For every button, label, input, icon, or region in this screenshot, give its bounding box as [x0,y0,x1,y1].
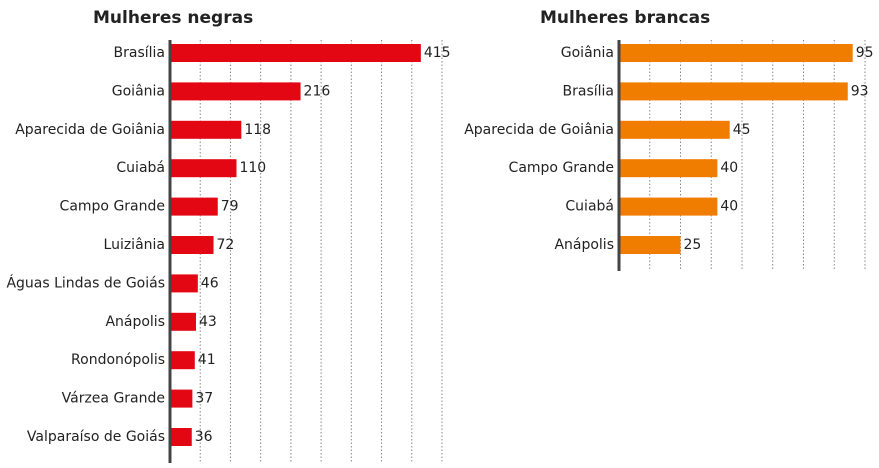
value-label: 216 [304,83,331,99]
bar [170,82,301,101]
bar [619,82,848,101]
category-label: Aparecida de Goiânia [15,122,165,138]
value-label: 37 [195,391,213,407]
category-label: Valparaíso de Goiás [27,429,165,445]
category-label: Luiziânia [104,237,165,253]
category-label: Águas Lindas de Goiás [6,274,165,291]
value-label: 72 [217,237,235,253]
value-label: 415 [424,45,451,61]
bar [170,120,242,139]
bar [170,159,237,178]
category-label: Goiânia [561,45,614,61]
bar [170,351,195,370]
bar [170,236,214,254]
category-label: Goiânia [112,83,165,99]
bar [170,312,196,331]
chart-title: Mulheres negras [93,8,253,28]
category-label: Cuiabá [565,199,614,215]
value-label: 25 [684,237,702,253]
bar [619,197,718,216]
chart-title: Mulheres brancas [540,8,710,28]
bar [170,428,192,446]
category-label: Cuiabá [116,160,165,176]
value-label: 36 [195,429,213,445]
category-label: Brasília [563,83,614,99]
bar [619,120,730,139]
category-label: Campo Grande [509,160,614,176]
value-label: 41 [198,352,216,368]
value-label: 46 [201,275,219,291]
bar [619,236,681,254]
bar [619,44,853,62]
bar [170,389,193,408]
value-label: 110 [239,160,266,176]
value-label: 118 [244,122,271,138]
bar [170,274,198,293]
value-label: 79 [221,199,239,215]
category-label: Campo Grande [60,199,165,215]
category-label: Aparecida de Goiânia [464,122,614,138]
category-label: Várzea Grande [62,391,165,407]
value-label: 93 [851,83,869,99]
value-label: 95 [856,45,874,61]
value-label: 40 [720,199,738,215]
category-label: Brasília [114,45,165,61]
bar [619,159,718,178]
value-label: 45 [733,122,751,138]
value-label: 40 [720,160,738,176]
value-label: 43 [199,314,217,330]
category-label: Rondonópolis [71,352,165,368]
bar [170,197,218,216]
category-label: Anápolis [554,237,614,253]
category-label: Anápolis [105,314,165,330]
bar [170,44,421,62]
